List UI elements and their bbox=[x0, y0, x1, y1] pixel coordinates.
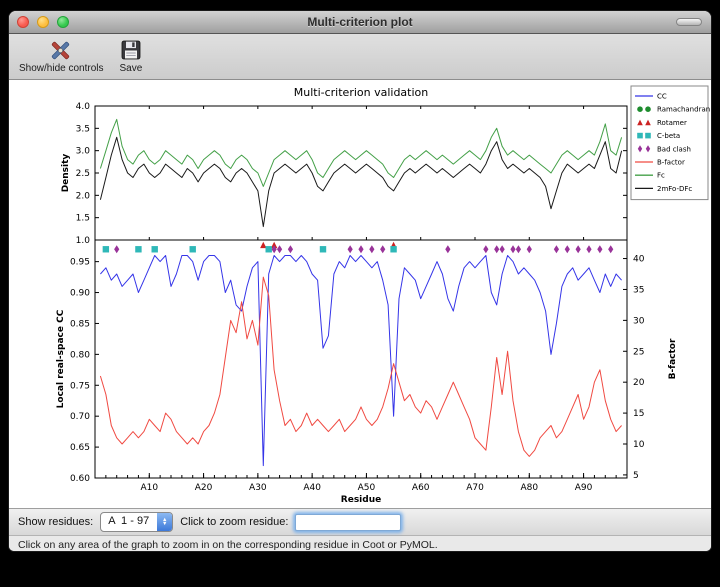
window-title: Multi-criterion plot bbox=[307, 15, 413, 29]
svg-text:A80: A80 bbox=[520, 483, 538, 493]
save-icon bbox=[121, 40, 141, 60]
svg-text:0.75: 0.75 bbox=[70, 381, 90, 391]
save-label: Save bbox=[119, 63, 143, 74]
svg-text:B-factor: B-factor bbox=[657, 159, 685, 167]
svg-text:2mFo-DFc: 2mFo-DFc bbox=[657, 185, 692, 193]
svg-text:4.0: 4.0 bbox=[76, 102, 91, 112]
show-residues-label: Show residues: bbox=[18, 516, 94, 528]
minimize-button[interactable] bbox=[37, 16, 49, 28]
svg-text:0.80: 0.80 bbox=[70, 350, 90, 360]
svg-text:10: 10 bbox=[633, 440, 645, 450]
svg-text:25: 25 bbox=[633, 347, 644, 357]
toolbar-toggle-button[interactable] bbox=[676, 18, 702, 26]
svg-text:A10: A10 bbox=[140, 483, 158, 493]
svg-text:B-factor: B-factor bbox=[668, 338, 678, 379]
svg-text:Ramachandran: Ramachandran bbox=[657, 106, 710, 114]
show-hide-controls-label: Show/hide controls bbox=[19, 63, 104, 74]
svg-text:Multi-criterion validation: Multi-criterion validation bbox=[294, 86, 429, 99]
title-bar: Multi-criterion plot bbox=[9, 11, 711, 34]
svg-text:Rotamer: Rotamer bbox=[657, 119, 687, 127]
svg-text:0.90: 0.90 bbox=[70, 289, 90, 299]
svg-text:1.0: 1.0 bbox=[76, 236, 91, 246]
svg-text:CC: CC bbox=[657, 93, 667, 101]
svg-text:Fc: Fc bbox=[657, 172, 665, 180]
svg-text:A70: A70 bbox=[466, 483, 484, 493]
stepper-icon[interactable]: ▲ ▼ bbox=[157, 513, 173, 531]
zoom-residue-label: Click to zoom residue: bbox=[180, 516, 289, 528]
controls-bar: Show residues: A 1 - 97 ▲ ▼ Click to zoom… bbox=[9, 508, 711, 535]
multi-criterion-figure[interactable]: Multi-criterion validation Density Local r… bbox=[11, 80, 711, 508]
svg-text:2.5: 2.5 bbox=[76, 169, 90, 179]
traffic-lights bbox=[17, 16, 69, 28]
zoom-button[interactable] bbox=[57, 16, 69, 28]
status-text: Click on any area of the graph to zoom i… bbox=[18, 539, 438, 551]
svg-text:Residue: Residue bbox=[341, 495, 381, 505]
svg-text:A50: A50 bbox=[358, 483, 376, 493]
svg-text:20: 20 bbox=[633, 378, 645, 388]
svg-text:5: 5 bbox=[633, 471, 639, 481]
svg-text:A40: A40 bbox=[303, 483, 321, 493]
save-button[interactable]: Save bbox=[119, 39, 143, 74]
svg-text:0.60: 0.60 bbox=[70, 474, 90, 484]
close-button[interactable] bbox=[17, 16, 29, 28]
svg-text:15: 15 bbox=[633, 409, 644, 419]
svg-text:3.5: 3.5 bbox=[76, 124, 90, 134]
svg-text:Local real-space CC: Local real-space CC bbox=[56, 309, 66, 408]
show-hide-controls-button[interactable]: Show/hide controls bbox=[19, 39, 104, 74]
svg-text:35: 35 bbox=[633, 285, 644, 295]
svg-text:0.95: 0.95 bbox=[70, 258, 90, 268]
svg-text:2.0: 2.0 bbox=[76, 191, 91, 201]
app-window: Multi-criterion plot Show/hide controls … bbox=[8, 10, 712, 552]
svg-text:Bad clash: Bad clash bbox=[657, 145, 691, 153]
svg-text:0.70: 0.70 bbox=[70, 412, 90, 422]
svg-text:0.85: 0.85 bbox=[70, 319, 90, 329]
residue-range-select[interactable]: A 1 - 97 ▲ ▼ bbox=[100, 512, 174, 532]
svg-text:Density: Density bbox=[61, 154, 71, 193]
svg-text:C-beta: C-beta bbox=[657, 132, 680, 140]
svg-text:0.65: 0.65 bbox=[70, 443, 90, 453]
svg-text:40: 40 bbox=[633, 255, 645, 265]
status-bar: Click on any area of the graph to zoom i… bbox=[9, 535, 711, 551]
tools-icon bbox=[52, 41, 70, 60]
plot-canvas[interactable]: Multi-criterion validation Density Local r… bbox=[9, 80, 711, 508]
toolbar: Show/hide controls Save bbox=[9, 34, 711, 80]
svg-text:1.5: 1.5 bbox=[76, 214, 90, 224]
svg-text:3.0: 3.0 bbox=[76, 147, 91, 157]
svg-text:A90: A90 bbox=[575, 483, 593, 493]
svg-text:A20: A20 bbox=[195, 483, 213, 493]
residue-range-value: A 1 - 97 bbox=[108, 515, 150, 527]
svg-text:A60: A60 bbox=[412, 483, 430, 493]
svg-text:30: 30 bbox=[633, 316, 645, 326]
svg-text:A30: A30 bbox=[249, 483, 267, 493]
zoom-residue-input[interactable] bbox=[295, 513, 402, 531]
